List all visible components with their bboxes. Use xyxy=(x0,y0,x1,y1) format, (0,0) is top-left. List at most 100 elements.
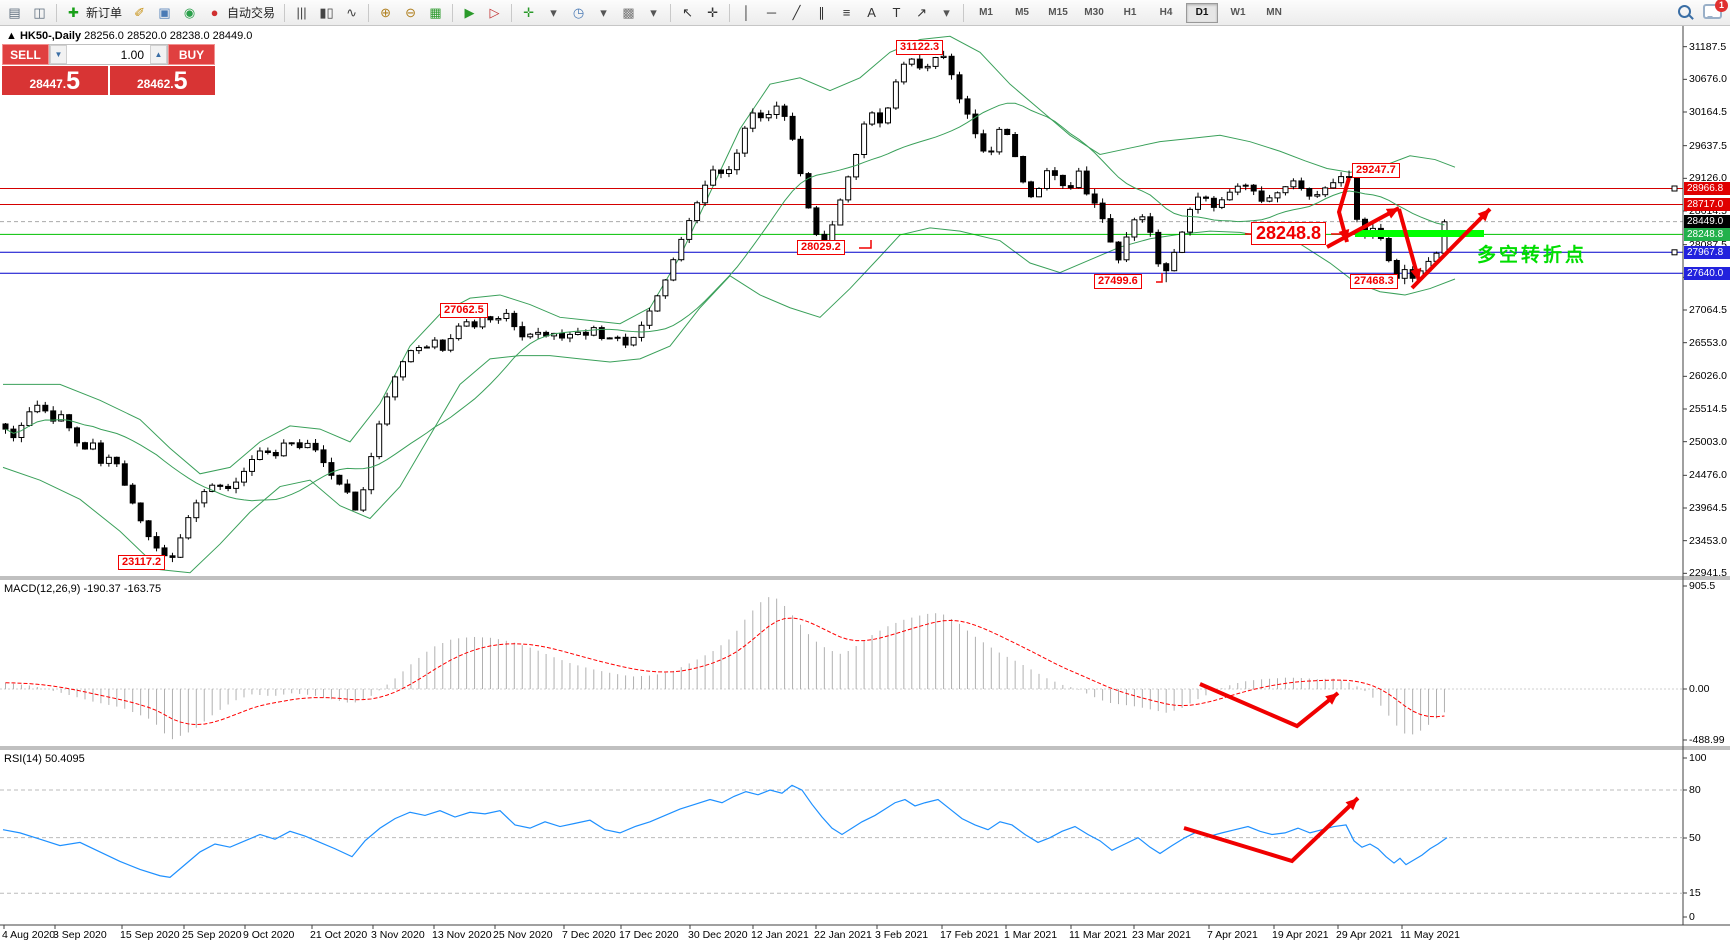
date-axis-label: 3 Sep 2020 xyxy=(53,929,107,941)
channel-icon[interactable]: ∥ xyxy=(818,4,825,20)
price-annotation[interactable]: 28029.2 xyxy=(797,240,845,255)
buy-price-last-digit: 5 xyxy=(173,67,188,95)
signals-icon[interactable]: ◉ xyxy=(183,4,196,20)
terminal-icon[interactable]: ▣ xyxy=(158,4,171,20)
text-icon[interactable]: A xyxy=(867,5,876,20)
date-axis-label: 13 Nov 2020 xyxy=(432,929,492,941)
timeframe-button-h1[interactable]: H1 xyxy=(1123,7,1137,18)
rsi-axis-label: 15 xyxy=(1689,887,1701,899)
date-axis-label: 3 Nov 2020 xyxy=(371,929,425,941)
timeframe-button-d1[interactable]: D1 xyxy=(1186,2,1219,23)
timeframe-button-m30[interactable]: M30 xyxy=(1084,7,1104,18)
date-axis-label: 11 May 2021 xyxy=(1400,929,1460,941)
arrows-icon[interactable]: ↗ xyxy=(916,4,927,20)
toolbar: ▤ ◫ ✚ 新订单 ✐ ▣ ◉ ● 自动交易 ||| ▮▯ ∿ ⊕ ⊖ ▦ ▶ ▷ ✛ ▾ ◷ ▾ ▩ ▾ ↖ ✛ │ ─ ╱ ∥ ≡ A T… xyxy=(0,0,1730,26)
axis-tick-label: 30676.0 xyxy=(1689,73,1727,86)
chart-shift-icon[interactable]: ▷ xyxy=(489,4,500,20)
trend-arrows[interactable] xyxy=(1183,177,1492,864)
candle-chart-icon[interactable]: ▮▯ xyxy=(319,4,334,20)
periods-caret-icon[interactable]: ▾ xyxy=(600,4,607,20)
timeframe-button-w1[interactable]: W1 xyxy=(1230,7,1246,18)
date-axis-label: 22 Jan 2021 xyxy=(814,929,872,941)
sell-price[interactable]: 28447. 5 xyxy=(2,66,108,95)
tile-windows-icon[interactable]: ▦ xyxy=(429,4,442,20)
fibonacci-icon[interactable]: ≡ xyxy=(842,5,851,20)
date-axis-label: 1 Mar 2021 xyxy=(1004,929,1058,941)
timeframe-button-h4[interactable]: H4 xyxy=(1159,7,1173,18)
toolbar-separator xyxy=(368,3,370,22)
bar-chart-icon[interactable]: ||| xyxy=(296,5,307,20)
date-axis-label: 11 Mar 2021 xyxy=(1069,929,1128,941)
price-annotation[interactable]: 27062.5 xyxy=(440,303,488,318)
timeframe-button-m1[interactable]: M1 xyxy=(979,7,993,18)
toolbar-separator xyxy=(452,3,454,22)
indicators-icon[interactable]: ✛ xyxy=(523,4,534,20)
price-annotation[interactable]: 27468.3 xyxy=(1350,274,1398,289)
zoom-in-icon[interactable]: ⊕ xyxy=(380,4,391,20)
axis-tick-label: 29637.5 xyxy=(1689,139,1727,152)
autotrade-label[interactable]: 自动交易 xyxy=(227,6,276,20)
arrows-caret-icon[interactable]: ▾ xyxy=(943,4,950,20)
sell-price-last-digit: 5 xyxy=(66,67,81,95)
line-handle[interactable] xyxy=(1671,185,1678,192)
toolbar-separator xyxy=(284,3,286,22)
date-axis-label: 17 Feb 2021 xyxy=(940,929,999,941)
toolbar-separator xyxy=(729,3,731,22)
symbol-name: HK50-,Daily xyxy=(19,30,82,42)
new-order-icon[interactable]: ✚ xyxy=(68,4,79,20)
zoom-out-icon[interactable]: ⊖ xyxy=(405,4,416,20)
timeframe-button-m5[interactable]: M5 xyxy=(1015,7,1029,18)
date-axis-label: 4 Aug 2020 xyxy=(2,929,56,941)
volume-input[interactable]: 1.00 xyxy=(120,47,144,62)
axis-tick-label: 29126.0 xyxy=(1689,172,1727,185)
axis-price-badge: 27640.0 xyxy=(1684,266,1730,280)
periods-icon[interactable]: ◷ xyxy=(572,4,585,20)
line-handle[interactable] xyxy=(1671,249,1678,256)
label-icon[interactable]: T xyxy=(892,5,901,20)
price-annotation[interactable]: 29247.7 xyxy=(1352,163,1400,178)
trendline-icon[interactable]: ╱ xyxy=(792,4,801,20)
chat-icon[interactable]: 1 xyxy=(1703,0,1728,19)
line-chart-icon[interactable]: ∿ xyxy=(346,4,357,20)
axis-tick-label: 23453.0 xyxy=(1689,534,1727,547)
indicators-caret-icon[interactable]: ▾ xyxy=(550,4,557,20)
volume-down-button[interactable]: ▼ xyxy=(50,45,67,64)
date-axis-label: 21 Oct 2020 xyxy=(310,929,368,941)
auto-scroll-icon[interactable]: ▶ xyxy=(464,4,475,20)
macd-axis-label: -488.99 xyxy=(1689,734,1725,746)
axis-tick-label: 26553.0 xyxy=(1689,336,1727,349)
price-annotation[interactable]: 28248.8 xyxy=(1251,222,1327,245)
vline-icon[interactable]: │ xyxy=(742,5,751,20)
toolbar-separator xyxy=(511,3,513,22)
price-annotation[interactable]: 27499.6 xyxy=(1094,274,1142,289)
ohlc-values: 28256.0 28520.0 28238.0 28449.0 xyxy=(84,30,253,42)
hline-icon[interactable]: ─ xyxy=(766,5,777,20)
price-annotation[interactable]: 31122.3 xyxy=(896,40,944,55)
green-support-bar[interactable] xyxy=(1355,230,1484,237)
templates-icon[interactable]: ▩ xyxy=(622,4,635,20)
crosshair-icon[interactable]: ✛ xyxy=(707,4,718,20)
new-order-label[interactable]: 新订单 xyxy=(86,6,123,20)
profiles-icon[interactable]: ◫ xyxy=(33,4,46,20)
autotrade-icon[interactable]: ● xyxy=(210,5,219,20)
styler-icon[interactable]: ✐ xyxy=(134,4,145,20)
axis-price-badge: 28717.0 xyxy=(1684,197,1730,211)
buy-price[interactable]: 28462. 5 xyxy=(109,66,215,95)
collapse-icon[interactable]: ▲ xyxy=(6,30,17,42)
date-axis-label: 15 Sep 2020 xyxy=(120,929,180,941)
cursor-icon[interactable]: ↖ xyxy=(682,4,693,20)
axis-tick-label: 25003.0 xyxy=(1689,435,1727,448)
timeframe-button-m15[interactable]: M15 xyxy=(1048,7,1068,18)
search-icon[interactable] xyxy=(1678,5,1691,18)
cn-annotation-text[interactable]: 多空转折点 xyxy=(1477,245,1588,266)
axis-tick-label: 25514.5 xyxy=(1689,402,1727,415)
volume-up-button[interactable]: ▲ xyxy=(150,45,167,64)
buy-button[interactable]: BUY xyxy=(168,44,215,65)
timeframe-button-mn[interactable]: MN xyxy=(1266,7,1282,18)
new-chart-icon[interactable]: ▤ xyxy=(8,4,21,20)
toolbar-separator xyxy=(670,3,672,22)
price-annotation[interactable]: 23117.2 xyxy=(118,555,166,570)
sell-button[interactable]: SELL xyxy=(2,44,49,65)
templates-caret-icon[interactable]: ▾ xyxy=(650,4,657,20)
